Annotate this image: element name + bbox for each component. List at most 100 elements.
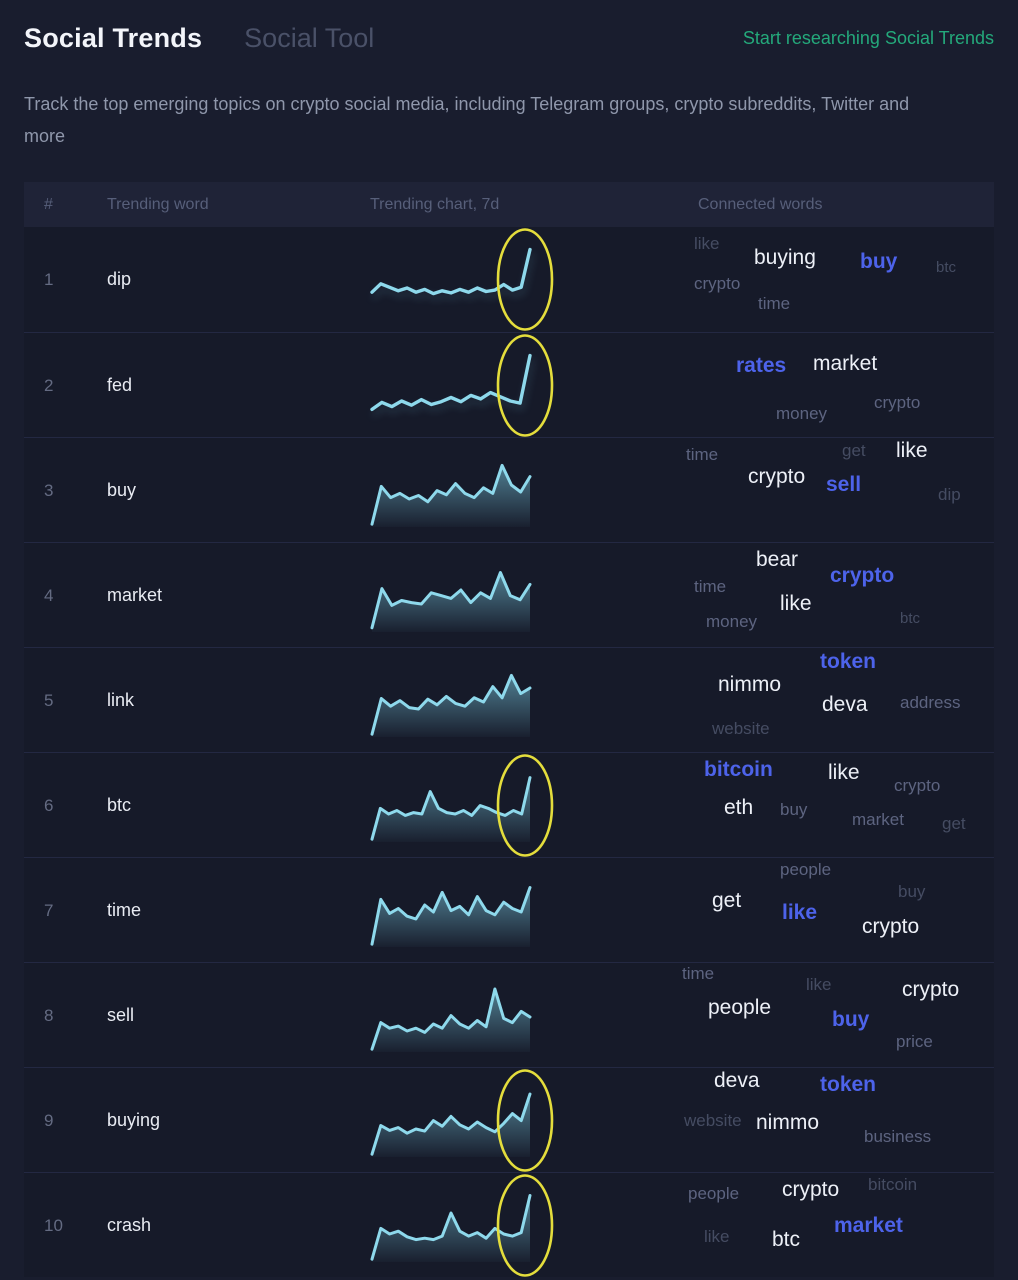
connected-word[interactable]: like xyxy=(780,592,812,615)
connected-word[interactable]: get xyxy=(712,889,742,912)
connected-word[interactable]: nimmo xyxy=(756,1111,820,1134)
connected-word[interactable]: like xyxy=(704,1227,730,1246)
connected-word[interactable]: like xyxy=(828,761,860,784)
trending-word[interactable]: link xyxy=(107,690,135,710)
connected-word[interactable]: btc xyxy=(772,1228,801,1251)
connected-word[interactable]: crypto xyxy=(902,978,960,1001)
connected-word[interactable]: price xyxy=(896,1032,933,1051)
page-title: Social Trends xyxy=(24,22,203,53)
chart-cell xyxy=(370,438,680,543)
connected-word[interactable]: buy xyxy=(860,250,898,273)
header: Social Trends Social Tool Start research… xyxy=(24,14,994,62)
table-row[interactable]: 5 link token nimmo deva address website xyxy=(24,647,994,752)
trending-word[interactable]: dip xyxy=(107,269,132,289)
connected-word[interactable]: crypto xyxy=(874,393,921,412)
connected-word[interactable]: btc xyxy=(900,610,921,627)
connected-word[interactable]: bitcoin xyxy=(868,1175,918,1194)
chart-cell xyxy=(370,1173,680,1278)
start-researching-link[interactable]: Start researching Social Trends xyxy=(742,27,994,48)
trending-word[interactable]: sell xyxy=(107,1005,135,1025)
table-row[interactable]: 2 fed rates market money crypto xyxy=(24,332,994,437)
sparkline-line xyxy=(370,570,532,629)
connected-word[interactable]: bitcoin xyxy=(704,758,773,781)
connected-word[interactable]: crypto xyxy=(694,274,741,293)
connected-word[interactable]: like xyxy=(806,975,832,994)
connected-word[interactable]: market xyxy=(834,1214,903,1237)
connected-word[interactable]: buying xyxy=(754,246,816,269)
trending-word[interactable]: time xyxy=(107,900,142,920)
table-row[interactable]: 7 time people buy get like crypto xyxy=(24,857,994,962)
connected-word[interactable]: time xyxy=(694,577,727,596)
connected-word[interactable]: dip xyxy=(938,485,961,504)
table-row[interactable]: 3 buy time get like crypto sell dip xyxy=(24,437,994,542)
connected-word[interactable]: people xyxy=(688,1184,740,1203)
connected-word[interactable]: like xyxy=(896,439,928,462)
chart-cell xyxy=(370,753,680,858)
connected-word[interactable]: crypto xyxy=(830,564,895,587)
trend-sparkline-chart xyxy=(370,247,532,295)
table-body: 1 dip like buying buy btc crypto time 2 fed rates m… xyxy=(24,227,994,1277)
connected-word[interactable]: buy xyxy=(898,882,926,901)
connected-word[interactable]: people xyxy=(708,996,772,1019)
trend-sparkline-chart xyxy=(370,1092,532,1157)
connected-word[interactable]: deva xyxy=(822,693,868,716)
trend-sparkline-chart xyxy=(370,463,532,527)
connected-word[interactable]: btc xyxy=(936,259,957,276)
table-row[interactable]: 4 market bear time crypto like money btc xyxy=(24,542,994,647)
connected-word[interactable]: like xyxy=(782,901,818,924)
connected-word[interactable]: nimmo xyxy=(718,673,782,696)
table-row[interactable]: 1 dip like buying buy btc crypto time xyxy=(24,227,994,332)
table-row[interactable]: 6 btc bitcoin like crypto eth buy market get xyxy=(24,752,994,857)
connected-word[interactable]: rates xyxy=(736,354,787,377)
connected-word[interactable]: time xyxy=(758,294,791,313)
connected-word[interactable]: money xyxy=(776,404,828,423)
connected-word[interactable]: sell xyxy=(826,473,862,496)
connected-words-cloud: people crypto bitcoin like btc market xyxy=(680,1173,994,1278)
connected-word[interactable]: get xyxy=(942,814,966,833)
trending-word[interactable]: btc xyxy=(107,795,132,815)
connected-word[interactable]: buy xyxy=(832,1008,870,1031)
connected-word[interactable]: website xyxy=(684,1111,742,1130)
connected-word[interactable]: token xyxy=(820,1073,877,1096)
connected-word[interactable]: deva xyxy=(714,1069,760,1092)
connected-word[interactable]: crypto xyxy=(862,915,920,938)
connected-word[interactable]: get xyxy=(842,441,866,460)
table-row[interactable]: 8 sell time like crypto people buy price xyxy=(24,962,994,1067)
trending-word[interactable]: buying xyxy=(107,1110,161,1130)
tab-social-tool[interactable]: Social Tool xyxy=(244,22,375,53)
connected-word[interactable]: like xyxy=(694,234,720,253)
connected-words-cloud: bitcoin like crypto eth buy market get xyxy=(680,753,994,858)
connected-word[interactable]: crypto xyxy=(748,465,806,488)
row-rank: 4 xyxy=(44,585,54,605)
sparkline-area-fill xyxy=(372,1093,530,1157)
connected-word[interactable]: token xyxy=(820,650,877,673)
trending-word[interactable]: market xyxy=(107,585,163,605)
table-row[interactable]: 10 crash people crypto bitcoin like btc market xyxy=(24,1172,994,1277)
connected-word[interactable]: market xyxy=(813,352,878,375)
connected-word[interactable]: money xyxy=(706,612,758,631)
row-rank: 10 xyxy=(44,1215,63,1235)
connected-word[interactable]: market xyxy=(852,810,904,829)
connected-words-cloud: time like crypto people buy price xyxy=(680,963,994,1068)
column-header-trending-word: Trending word xyxy=(107,195,209,213)
sparkline-area-fill xyxy=(372,887,530,947)
connected-word[interactable]: time xyxy=(682,964,715,983)
connected-word[interactable]: crypto xyxy=(782,1178,840,1201)
connected-word[interactable]: time xyxy=(686,445,719,464)
connected-word[interactable]: buy xyxy=(780,800,808,819)
connected-word[interactable]: people xyxy=(780,860,832,879)
table-row[interactable]: 9 buying deva token website nimmo business xyxy=(24,1067,994,1172)
connected-word[interactable]: bear xyxy=(756,548,799,571)
trending-word[interactable]: fed xyxy=(107,375,133,395)
connected-word[interactable]: business xyxy=(864,1127,932,1146)
connected-word[interactable]: address xyxy=(900,693,961,712)
connected-word[interactable]: website xyxy=(712,719,770,738)
trend-sparkline-chart xyxy=(370,775,532,842)
trending-word[interactable]: crash xyxy=(107,1215,152,1235)
connected-word[interactable]: crypto xyxy=(894,776,941,795)
trends-table: # Trending word Trending chart, 7d Conne… xyxy=(24,182,994,1277)
connected-word[interactable]: eth xyxy=(724,796,754,819)
trending-word[interactable]: buy xyxy=(107,480,137,500)
sparkline-line xyxy=(370,885,532,946)
sparkline-area-fill xyxy=(372,464,530,527)
